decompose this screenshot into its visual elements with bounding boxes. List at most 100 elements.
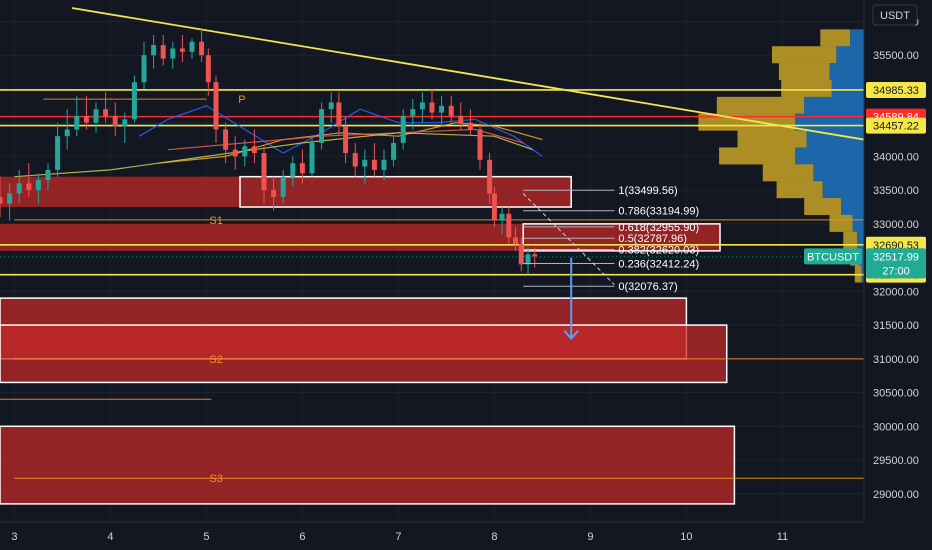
volume-profile-bar-up — [762, 164, 814, 182]
candle-body — [45, 169, 51, 181]
volume-profile-bar-up — [829, 214, 853, 232]
fib-level-label: 0.382(32620.03) — [618, 245, 699, 257]
volume-profile-bar-down — [806, 130, 864, 148]
candle-body — [112, 115, 118, 127]
candle-body — [74, 115, 80, 130]
candle-body — [448, 105, 454, 116]
candle-body — [199, 41, 205, 56]
level-tag — [866, 117, 926, 134]
current-price-label: 32517.99 — [873, 251, 919, 263]
fib-level-label: 0.618(32955.90) — [618, 222, 699, 234]
currency-button[interactable]: USDT — [872, 4, 918, 26]
price-axis-tick-label: 30000.00 — [873, 421, 919, 433]
volume-profile-bar-up — [776, 181, 823, 199]
symbol-tag — [804, 248, 862, 265]
price-axis-tick-label: 29500.00 — [873, 455, 919, 467]
price-axis-tick-label: 31000.00 — [873, 354, 919, 366]
candle-body — [419, 102, 425, 110]
candle-body — [242, 146, 248, 157]
candle-body — [83, 115, 89, 123]
volume-profile-bar-down — [822, 181, 864, 199]
level-tag-label: 34985.33 — [873, 85, 919, 97]
volume-profile-bar-down — [850, 29, 864, 47]
candle-body — [151, 45, 157, 56]
candle-body — [518, 244, 524, 265]
time-axis-tick-label: 11 — [777, 531, 788, 543]
volume-profile-bar-up — [820, 29, 851, 47]
fib-trend-line — [522, 193, 615, 285]
candle-body — [7, 193, 13, 204]
symbol-tag-label: BTCUSDT — [807, 251, 859, 263]
candle-body — [309, 142, 315, 174]
volume-profile-bar-up — [719, 147, 795, 165]
candle-body — [491, 193, 497, 221]
candle-body — [343, 126, 349, 154]
candle-body — [499, 213, 505, 221]
forecast-arrow[interactable] — [563, 257, 579, 341]
candle-body — [362, 159, 368, 167]
candle-body — [290, 163, 296, 177]
candle-body — [223, 129, 229, 150]
support-zone — [0, 426, 735, 504]
fib-level-label: 0.5(32787.96) — [618, 233, 687, 245]
candle-body — [458, 115, 464, 123]
candle-body — [506, 213, 512, 238]
time-axis-background[interactable] — [0, 522, 932, 550]
price-axis-tick-label: 33000.00 — [873, 219, 919, 231]
candle-body — [271, 190, 277, 197]
support-zone-outline — [522, 223, 721, 252]
currency-button-frame — [872, 4, 918, 26]
volume-profile-bar-up — [778, 63, 830, 81]
volume-profile-bar-down — [831, 79, 864, 97]
fib-level-label: 1(33499.56) — [618, 185, 677, 197]
volume-profile-bar-down — [795, 113, 864, 131]
candle-body — [299, 163, 305, 174]
candle-body — [261, 153, 267, 191]
price-axis-tick-label: 34000.00 — [873, 151, 919, 163]
time-axis-tick-label: 8 — [491, 531, 497, 543]
level-tag — [866, 81, 926, 98]
price-axis-tick-label: 30500.00 — [873, 388, 919, 400]
level-tag-label: 34457.22 — [873, 121, 919, 133]
current-price-tag — [866, 248, 926, 279]
candle-body — [328, 102, 334, 110]
candle-body — [93, 109, 99, 123]
volume-profile-bar-down — [841, 198, 864, 216]
time-axis-tick-label: 7 — [395, 531, 401, 543]
volume-profile-bar-up — [698, 113, 795, 131]
candle-body — [141, 55, 147, 83]
trendline[interactable] — [71, 7, 865, 141]
pivot-label: P — [238, 94, 245, 106]
candle-body — [513, 237, 519, 245]
currency-label: USDT — [880, 10, 910, 22]
support-zone-outline — [0, 324, 728, 384]
candle-body — [35, 180, 41, 191]
candle-body — [371, 159, 377, 170]
time-axis-tick-label: 10 — [680, 531, 692, 543]
time-axis-tick-label: 3 — [11, 531, 17, 543]
price-axis-tick-label: 35500.00 — [873, 50, 919, 62]
fib-level-label: 0.236(32412.24) — [618, 259, 699, 271]
volume-profile-bar-down — [836, 46, 864, 64]
volume-profile-bar-up — [804, 198, 841, 216]
candle-body — [429, 102, 435, 113]
candle-body — [55, 136, 61, 170]
moving-average-line — [167, 128, 524, 151]
time-axis: 3 4 5 6 7 8 9 10 11 — [11, 531, 788, 543]
volume-profile-bar-down — [857, 231, 864, 249]
pivot-label: S2 — [209, 354, 222, 366]
moving-average-line — [14, 132, 533, 178]
volume-profile-bar-up — [737, 130, 807, 148]
support-zone-outline — [239, 175, 572, 208]
pivot-label: S1 — [209, 215, 222, 227]
candle-body — [122, 119, 128, 127]
candle-body — [280, 176, 286, 197]
fibonacci-retracement[interactable]: 1(33499.56) 0.786(33194.99) 0.618(32955.90… — [522, 185, 699, 293]
candle-body — [160, 45, 166, 59]
volume-profile-bar-down — [804, 96, 864, 114]
trendline-segment — [71, 7, 865, 141]
price-axis-tick-label: 29000.00 — [873, 489, 919, 501]
candle-body — [103, 109, 109, 116]
pivot-label: S3 — [209, 473, 222, 485]
